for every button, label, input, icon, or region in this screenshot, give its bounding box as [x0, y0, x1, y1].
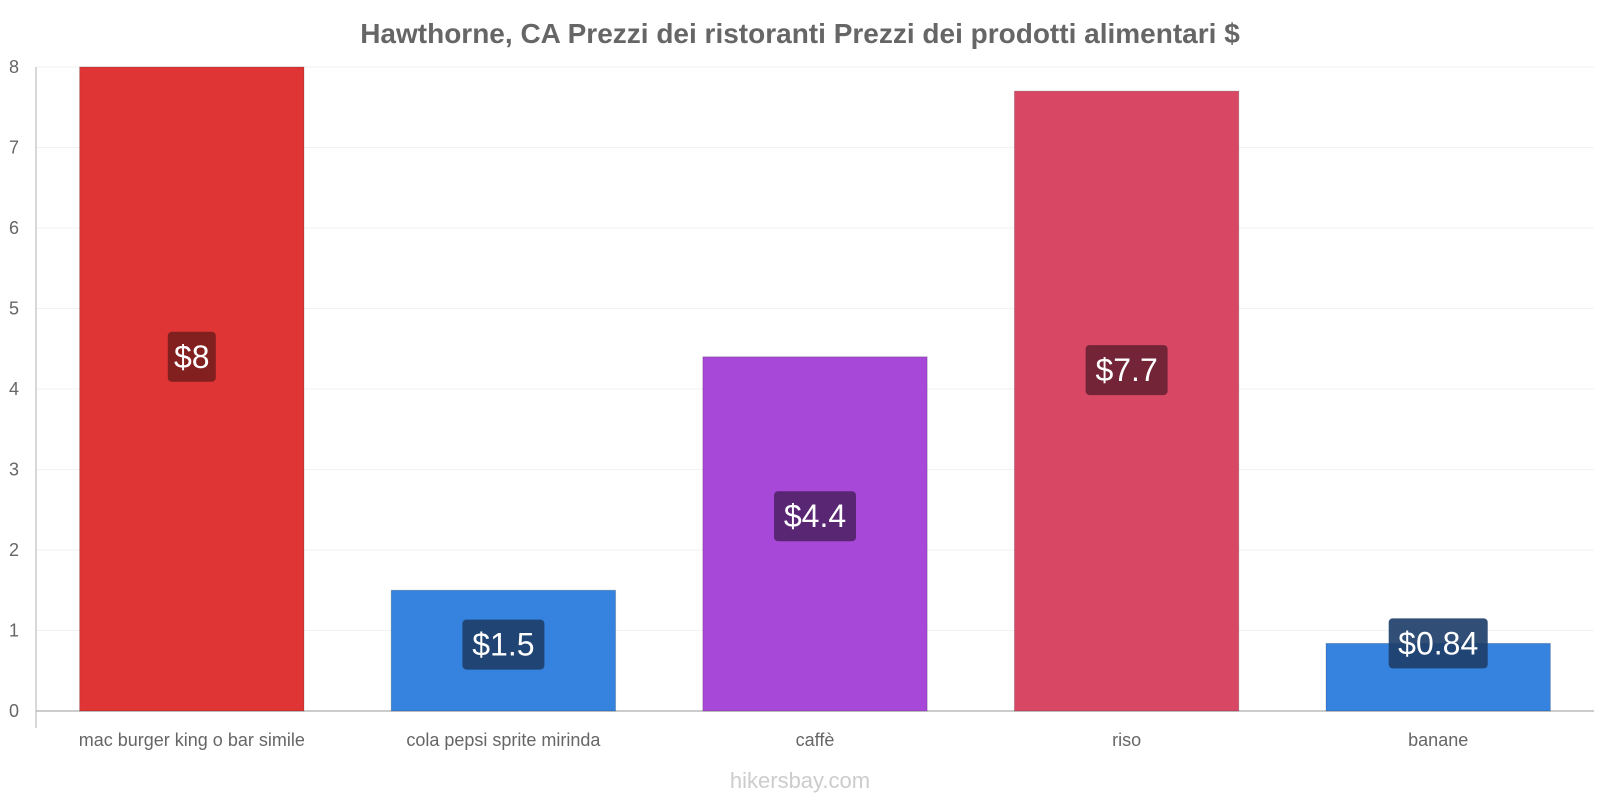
y-tick-label: 2	[9, 540, 19, 560]
data-label-background	[1085, 345, 1168, 396]
x-category-label: mac burger king o bar simile	[79, 730, 305, 750]
x-category-label: cola pepsi sprite mirinda	[406, 730, 601, 750]
x-category-label: caffè	[796, 730, 835, 750]
watermark-text: hikersbay.com	[730, 768, 870, 793]
bar	[1013, 90, 1240, 712]
y-tick-label: 4	[9, 379, 19, 399]
data-label-background	[1388, 618, 1488, 669]
y-tick-label: 6	[9, 218, 19, 238]
y-tick-label: 3	[9, 460, 19, 480]
y-tick-label: 8	[9, 57, 19, 77]
chart-title: Hawthorne, CA Prezzi dei ristoranti Prez…	[360, 18, 1240, 49]
data-labels: $8 $1.5 $4.4 $7.7 $0.84	[167, 331, 1488, 670]
data-label: $4.4	[784, 498, 846, 534]
data-label: $7.7	[1095, 352, 1157, 388]
bars	[79, 66, 1551, 712]
y-tick-label: 0	[9, 701, 19, 721]
data-label: $0.84	[1398, 625, 1478, 661]
y-tick-label: 5	[9, 299, 19, 319]
x-category-label: riso	[1112, 730, 1141, 750]
category-labels: mac burger king o bar simile cola pepsi s…	[79, 730, 1468, 750]
data-label-background	[462, 619, 545, 670]
data-label-background	[774, 491, 856, 542]
bar	[79, 66, 305, 712]
data-label: $8	[174, 339, 210, 375]
x-category-label: banane	[1408, 730, 1468, 750]
y-tick-label: 7	[9, 138, 19, 158]
data-label-background	[167, 331, 216, 382]
data-label: $1.5	[472, 627, 534, 663]
y-tick-label: 1	[9, 621, 19, 641]
